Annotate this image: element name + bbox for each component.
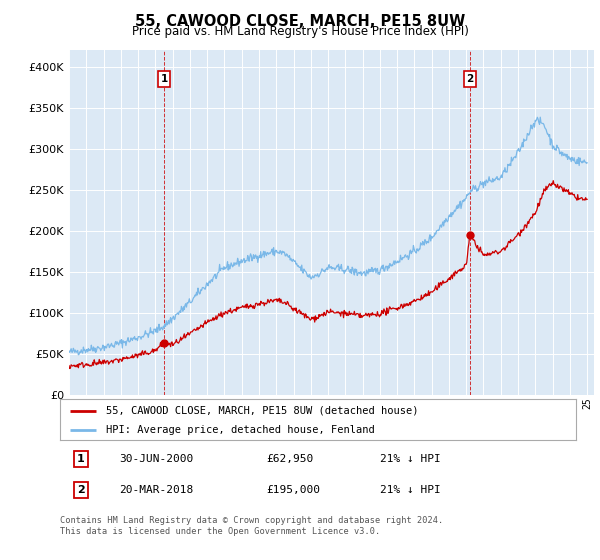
Text: Price paid vs. HM Land Registry's House Price Index (HPI): Price paid vs. HM Land Registry's House …: [131, 25, 469, 38]
Text: £195,000: £195,000: [266, 486, 320, 495]
Text: Contains HM Land Registry data © Crown copyright and database right 2024.
This d: Contains HM Land Registry data © Crown c…: [60, 516, 443, 536]
Text: 55, CAWOOD CLOSE, MARCH, PE15 8UW: 55, CAWOOD CLOSE, MARCH, PE15 8UW: [135, 14, 465, 29]
Text: 55, CAWOOD CLOSE, MARCH, PE15 8UW (detached house): 55, CAWOOD CLOSE, MARCH, PE15 8UW (detac…: [106, 405, 419, 416]
Text: 21% ↓ HPI: 21% ↓ HPI: [380, 486, 440, 495]
Text: 1: 1: [77, 454, 85, 464]
Text: 20-MAR-2018: 20-MAR-2018: [119, 486, 194, 495]
Text: 1: 1: [160, 74, 167, 84]
Text: 2: 2: [466, 74, 473, 84]
Text: 2: 2: [77, 486, 85, 495]
Text: £62,950: £62,950: [266, 454, 314, 464]
Text: 30-JUN-2000: 30-JUN-2000: [119, 454, 194, 464]
Text: 21% ↓ HPI: 21% ↓ HPI: [380, 454, 440, 464]
Text: HPI: Average price, detached house, Fenland: HPI: Average price, detached house, Fenl…: [106, 424, 375, 435]
